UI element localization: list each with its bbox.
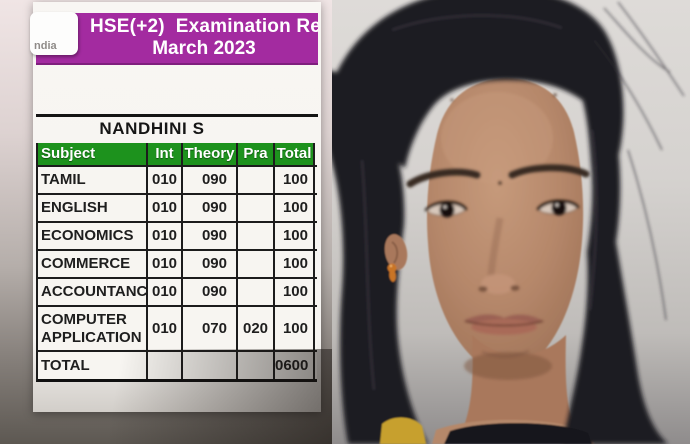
- cell-int: 010: [148, 223, 183, 249]
- table-header-row: Subject Int Theory Pra Total: [36, 143, 317, 167]
- cell-int: 010: [148, 279, 183, 305]
- cell-subject: TAMIL: [38, 167, 148, 193]
- cell-subject: ENGLISH: [38, 195, 148, 221]
- cell-pra: [238, 251, 275, 277]
- header-int: Int: [148, 143, 183, 165]
- cell-total: 100: [275, 307, 315, 350]
- cell-pra: 020: [238, 307, 275, 350]
- left-bottom-shadow: [0, 349, 332, 444]
- cell-int: 010: [148, 251, 183, 277]
- cell-theory: 090: [183, 167, 238, 193]
- watermark-badge: ndia: [30, 12, 78, 55]
- table-row: ACCOUNTANCY 010 090 100: [36, 279, 317, 307]
- header-total: Total: [275, 143, 315, 165]
- header-pra: Pra: [238, 143, 275, 165]
- table-row: ENGLISH 010 090 100: [36, 195, 317, 223]
- divider-line: [36, 114, 318, 117]
- cell-pra: [238, 167, 275, 193]
- table-row: COMPUTER APPLICATION 010 070 020 100: [36, 307, 317, 352]
- portrait-illustration: [332, 0, 690, 444]
- cell-subject: ECONOMICS: [38, 223, 148, 249]
- cell-total: 100: [275, 251, 315, 277]
- left-background: ndia HSE(+2) Examination Result March 20…: [0, 0, 332, 444]
- cell-theory: 090: [183, 279, 238, 305]
- cell-subject: COMPUTER APPLICATION: [38, 307, 148, 350]
- cell-pra: [238, 195, 275, 221]
- cell-pra: [238, 223, 275, 249]
- student-name: NANDHINI S: [99, 119, 205, 138]
- cell-pra: [238, 279, 275, 305]
- student-photo: [332, 0, 690, 444]
- table-row: TAMIL 010 090 100: [36, 167, 317, 195]
- cell-int: 010: [148, 167, 183, 193]
- cell-subject: ACCOUNTANCY: [38, 279, 148, 305]
- table-row: ECONOMICS 010 090 100: [36, 223, 317, 251]
- cell-total: 100: [275, 167, 315, 193]
- marks-table: Subject Int Theory Pra Total TAMIL 010 0…: [36, 143, 317, 382]
- header-subject: Subject: [38, 143, 148, 165]
- header-theory: Theory: [183, 143, 238, 165]
- table-row: COMMERCE 010 090 100: [36, 251, 317, 279]
- cell-int: 010: [148, 307, 183, 350]
- banner-title: HSE(+2) Examination Result: [90, 16, 318, 37]
- cell-subject: COMMERCE: [38, 251, 148, 277]
- cell-theory: 070: [183, 307, 238, 350]
- watermark-text: ndia: [34, 40, 57, 52]
- cell-theory: 090: [183, 223, 238, 249]
- result-banner: HSE(+2) Examination Result March 2023: [36, 13, 318, 65]
- cell-total: 100: [275, 223, 315, 249]
- cell-int: 010: [148, 195, 183, 221]
- banner-subtitle: March 2023: [152, 38, 256, 59]
- cell-total: 100: [275, 195, 315, 221]
- cell-theory: 090: [183, 195, 238, 221]
- cell-total: 100: [275, 279, 315, 305]
- cell-theory: 090: [183, 251, 238, 277]
